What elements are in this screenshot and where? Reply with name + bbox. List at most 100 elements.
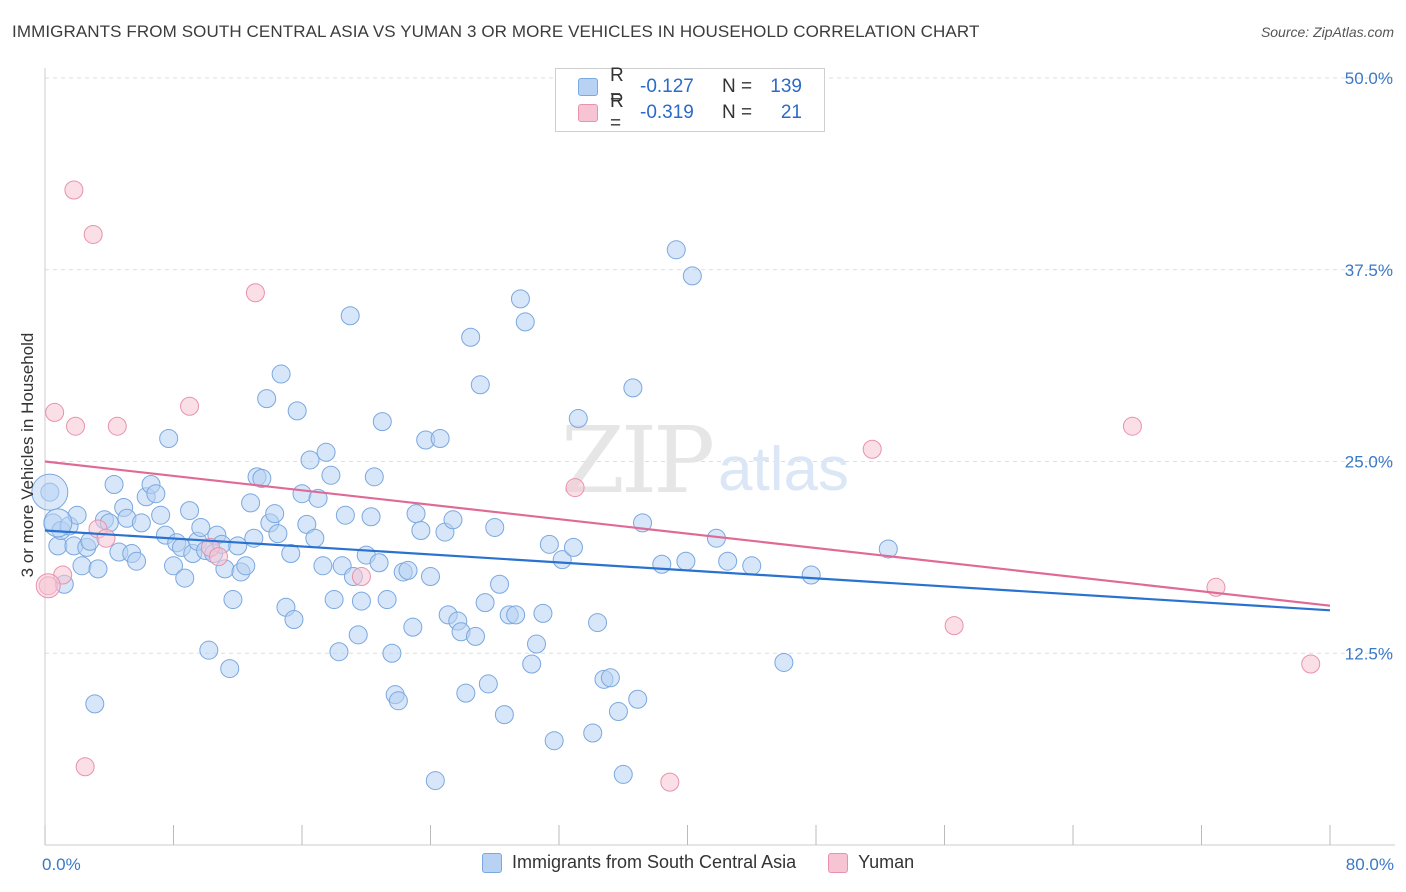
data-point [340, 306, 360, 326]
data-point [682, 266, 702, 286]
legend-label: Immigrants from South Central Asia [512, 852, 797, 872]
legend-n-label: N = [722, 76, 753, 97]
data-point [411, 521, 431, 541]
data-point [127, 551, 147, 571]
data-point [588, 613, 608, 633]
data-point [159, 428, 179, 448]
data-point [223, 590, 243, 610]
data-point [443, 510, 463, 530]
data-point [1122, 416, 1142, 436]
data-point [533, 603, 553, 623]
data-point [316, 442, 336, 462]
watermark: ZIP atlas [561, 407, 849, 514]
data-point [608, 702, 628, 722]
data-point [372, 412, 392, 432]
data-point [104, 475, 124, 495]
data-point [430, 428, 450, 448]
data-point [485, 517, 505, 537]
legend-r-label: R = [610, 65, 624, 108]
data-point [461, 327, 481, 347]
data-point [539, 534, 559, 554]
data-point [652, 554, 672, 574]
data-point [96, 528, 116, 548]
data-point [335, 505, 355, 525]
trend-line-yuman [44, 460, 1331, 607]
data-point [329, 642, 349, 662]
legend-n-label: N = [722, 102, 753, 123]
data-point [292, 484, 312, 504]
series-south-central-asia [31, 240, 898, 791]
data-point [64, 180, 84, 200]
data-point [552, 550, 572, 570]
data-point [300, 450, 320, 470]
data-point [361, 507, 381, 527]
data-point [377, 590, 397, 610]
axis-layer [44, 68, 1395, 846]
data-point [801, 565, 821, 585]
legend-n-value: 21 [780, 102, 802, 123]
data-point [45, 402, 65, 422]
data-point [191, 517, 211, 537]
y-tick-label: 12.5% [1345, 644, 1393, 663]
data-point [660, 772, 680, 792]
legend-row-pink: R = -0.319 N = 21 [578, 91, 802, 134]
legend-swatch-pink [828, 852, 849, 873]
data-point [425, 771, 445, 791]
x-tick-label: 0.0% [42, 855, 81, 874]
legend-swatch-blue [578, 78, 598, 96]
data-point [268, 524, 288, 544]
data-point [494, 705, 514, 725]
data-point [676, 551, 696, 571]
data-point [31, 473, 69, 511]
y-axis-label: 3 or more Vehicles in Household [18, 332, 37, 578]
data-point [324, 590, 344, 610]
data-point [305, 528, 325, 548]
legend-r-value: -0.127 [640, 76, 694, 97]
data-point [510, 289, 530, 309]
data-point [862, 439, 882, 459]
data-point [85, 694, 105, 714]
data-point [146, 484, 166, 504]
data-point [241, 493, 261, 513]
data-point [613, 764, 633, 784]
data-point [83, 224, 103, 244]
data-point [208, 547, 228, 567]
y-tick-label: 25.0% [1345, 453, 1393, 472]
data-point [944, 616, 964, 636]
trend-lines [44, 460, 1331, 612]
y-tick-label: 50.0% [1345, 69, 1393, 88]
data-point [48, 536, 68, 556]
data-point [265, 504, 285, 524]
watermark-zip: ZIP [561, 407, 712, 514]
legend-r-value: -0.319 [640, 102, 694, 123]
data-point [164, 556, 183, 576]
data-point [369, 553, 389, 573]
data-point [544, 731, 564, 751]
tick-labels: 12.5% 25.0% 37.5% 50.0% 0.0% 80.0% [42, 69, 1394, 874]
data-point [175, 568, 195, 588]
data-point [351, 591, 371, 611]
data-point [281, 544, 301, 564]
data-point [271, 364, 291, 384]
legend-item-south-central-asia[interactable]: Immigrants from South Central Asia [482, 852, 796, 873]
data-point [257, 389, 277, 409]
series-yuman [35, 180, 1321, 792]
data-point [470, 375, 490, 395]
data-point [199, 640, 219, 660]
data-point [284, 610, 304, 630]
data-point [565, 478, 585, 498]
data-point [180, 396, 200, 416]
data-point [568, 409, 588, 429]
legend-r-label: R = [610, 91, 624, 134]
data-point [252, 468, 272, 488]
data-point [220, 659, 240, 679]
legend-item-yuman[interactable]: Yuman [828, 852, 914, 873]
data-point [348, 625, 368, 645]
series-legend: Immigrants from South Central Asia Yuman [482, 852, 946, 873]
data-point [245, 283, 265, 303]
data-point [228, 536, 248, 556]
data-point [878, 539, 898, 559]
data-point [563, 537, 583, 557]
data-point [313, 556, 333, 576]
